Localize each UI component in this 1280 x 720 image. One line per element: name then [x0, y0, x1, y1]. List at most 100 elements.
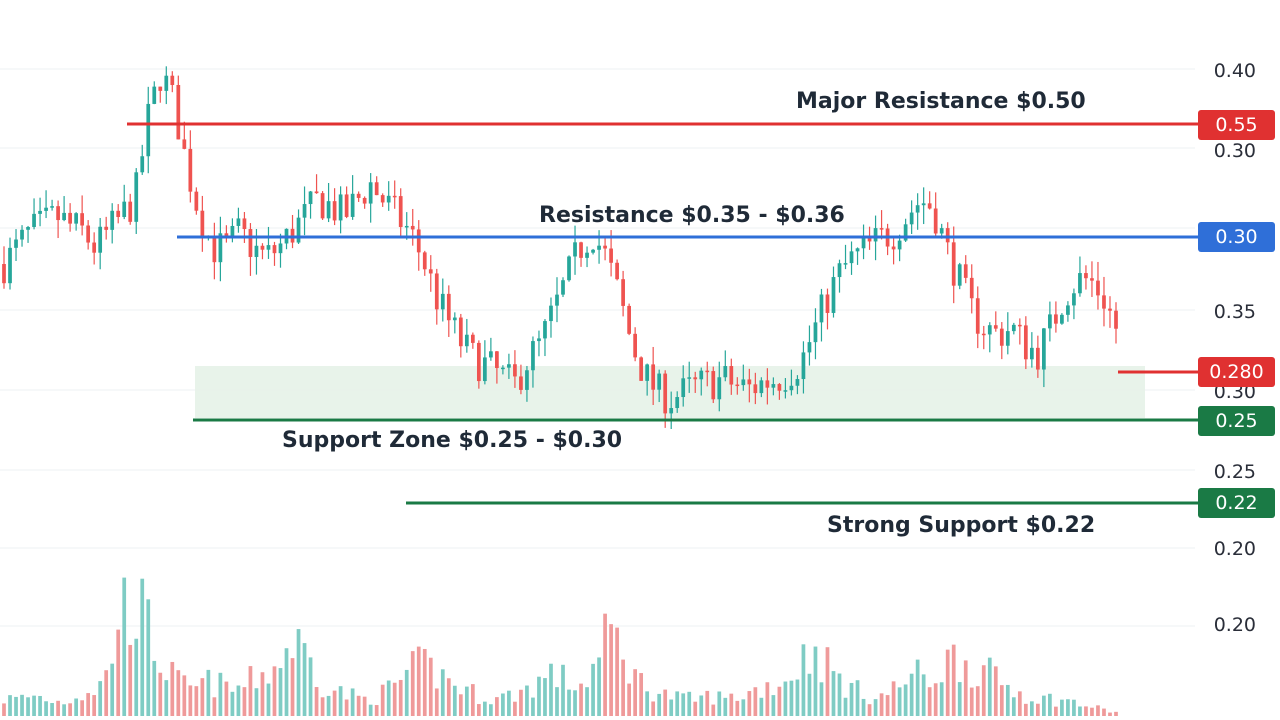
volume-bar	[813, 646, 818, 716]
candle-body	[32, 213, 36, 227]
candle-body	[188, 148, 193, 192]
volume-bar	[651, 701, 656, 716]
candle-body	[230, 225, 235, 238]
volume-bar	[777, 686, 782, 716]
candle-body	[332, 201, 337, 221]
volume-bar	[861, 698, 866, 716]
volume-bar	[38, 695, 42, 716]
candle-body	[633, 333, 637, 358]
candle-body	[561, 280, 565, 295]
volume-bar	[1096, 705, 1100, 716]
candle-body	[1096, 280, 1100, 296]
volume-bar	[242, 687, 247, 716]
candle-body	[513, 364, 517, 377]
candle-body	[681, 378, 686, 398]
volume-bar	[567, 689, 571, 716]
volume-bar	[909, 673, 914, 716]
volume-bar	[62, 704, 66, 716]
candle-body	[963, 264, 968, 278]
volume-bar	[1011, 697, 1016, 716]
volume-bar	[1108, 712, 1112, 716]
candle-body	[458, 317, 463, 347]
candle-body	[368, 182, 373, 204]
volume-bar	[470, 684, 475, 716]
volume-bar	[957, 682, 962, 716]
volume-bar	[783, 681, 788, 716]
y-tick-label: 0.20	[1213, 614, 1256, 636]
volume-bar	[272, 666, 277, 716]
volume-bar	[987, 657, 992, 716]
volume-bar	[795, 679, 800, 716]
candle-body	[645, 364, 650, 381]
candle-body	[795, 379, 800, 386]
candle-body	[1035, 347, 1040, 370]
candle-body	[218, 233, 223, 263]
candle-body	[675, 397, 680, 409]
volume-bar	[519, 689, 523, 716]
volume-bar	[404, 669, 409, 716]
volume-bar	[128, 644, 133, 716]
volume-bar	[164, 680, 169, 716]
volume-bar	[134, 638, 139, 716]
volume-bar	[489, 704, 493, 716]
volume-bar	[669, 699, 674, 716]
candle-body	[212, 235, 217, 263]
volume-bar	[200, 678, 205, 716]
volume-bar	[476, 704, 481, 716]
candle-body	[711, 371, 716, 400]
candle-body	[999, 328, 1004, 346]
candle-body	[326, 201, 331, 219]
volume-bar	[561, 664, 565, 716]
volume-bar	[555, 687, 559, 716]
volume-bar	[26, 697, 30, 716]
candle-body	[579, 242, 583, 258]
volume-bar	[525, 685, 529, 716]
candle-body	[296, 217, 301, 243]
candle-body	[410, 225, 415, 230]
candle-body	[1114, 310, 1118, 329]
candle-body	[350, 193, 355, 217]
candle-body	[1108, 308, 1112, 311]
candle-body	[543, 321, 547, 339]
candle-body	[705, 370, 710, 373]
volume-bar	[939, 682, 944, 716]
candle-body	[116, 210, 121, 217]
volume-bar	[945, 649, 950, 716]
candle-body	[146, 103, 151, 157]
volume-bar	[392, 682, 397, 716]
candle-body	[302, 204, 307, 218]
volume-bar	[771, 695, 776, 716]
volume-bar	[14, 696, 18, 716]
candle-body	[807, 342, 812, 353]
volume-bar	[933, 683, 938, 716]
strong-support-label: Strong Support $0.22	[827, 513, 1096, 538]
volume-bar	[416, 646, 421, 716]
candle-body	[164, 75, 169, 91]
candle-body	[1078, 273, 1082, 294]
volume-bar	[1005, 684, 1010, 716]
candle-body	[993, 325, 998, 329]
volume-bar	[591, 663, 595, 716]
volume-bar	[44, 701, 48, 716]
volume-bar	[1102, 708, 1106, 716]
volume-bar	[1029, 701, 1034, 716]
volume-bar	[753, 687, 758, 716]
major-resistance-label: Major Resistance $0.50	[796, 89, 1086, 114]
candle-body	[849, 251, 854, 264]
candle-body	[945, 228, 950, 243]
volume-bar	[963, 660, 968, 716]
candle-body	[987, 325, 992, 335]
volume-bar	[320, 697, 325, 716]
candle-body	[651, 364, 656, 390]
candle-body	[8, 247, 12, 284]
volume-bar	[350, 688, 355, 716]
candle-body	[278, 243, 283, 254]
volume-bar	[537, 676, 541, 716]
volume-bar	[807, 673, 812, 716]
candle-body	[555, 294, 559, 306]
volume-bar	[278, 668, 283, 716]
volume-bar	[999, 685, 1004, 716]
resistance-label: Resistance $0.35 - $0.36	[539, 203, 845, 228]
volume-bar	[158, 672, 163, 716]
volume-bar	[146, 599, 151, 716]
